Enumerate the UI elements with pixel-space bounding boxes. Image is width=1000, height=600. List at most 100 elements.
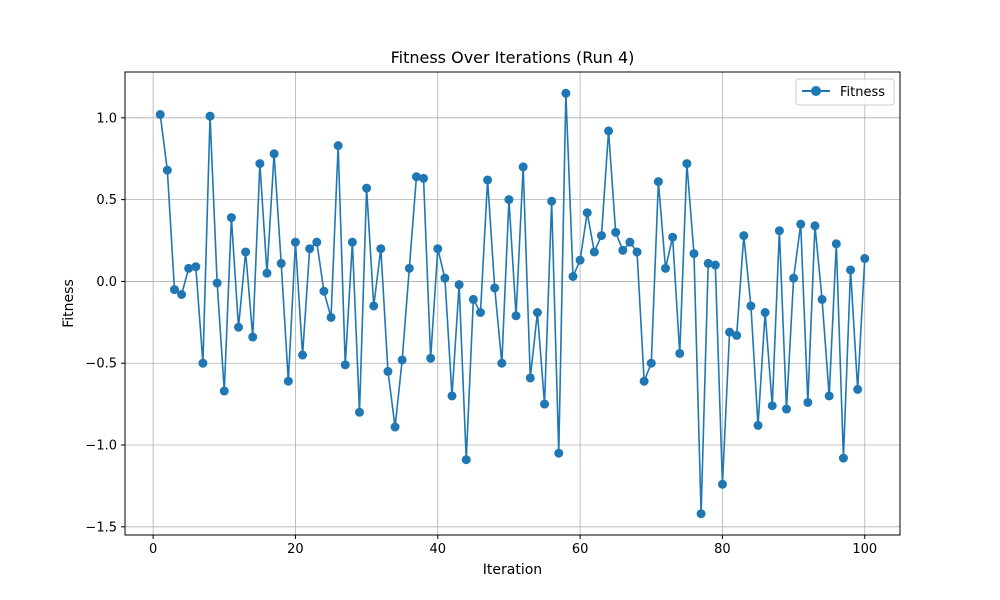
data-point <box>376 244 386 254</box>
data-point <box>824 391 834 401</box>
data-point <box>668 232 678 242</box>
data-point <box>789 273 799 283</box>
data-point <box>504 195 514 205</box>
data-point <box>739 231 749 241</box>
data-point <box>589 247 599 257</box>
data-point <box>234 322 244 332</box>
data-point <box>347 237 357 247</box>
legend-entry-fitness: Fitness <box>840 85 885 100</box>
data-point <box>525 373 535 383</box>
y-tick-label: −1.5 <box>85 520 117 535</box>
data-point <box>582 208 592 218</box>
data-point <box>703 258 713 268</box>
data-point <box>611 227 621 237</box>
data-point <box>518 162 528 172</box>
data-point <box>675 348 685 358</box>
data-point <box>198 358 208 368</box>
data-point <box>746 301 756 311</box>
data-point <box>490 283 500 293</box>
data-point <box>333 141 343 151</box>
data-point <box>162 165 172 175</box>
data-point <box>646 358 656 368</box>
data-point <box>717 479 727 489</box>
y-tick-label: 0.0 <box>96 275 117 290</box>
x-tick-label: 80 <box>714 542 731 557</box>
data-point <box>767 401 777 411</box>
data-point <box>177 290 187 300</box>
data-point <box>810 221 820 231</box>
data-point <box>725 327 735 337</box>
data-point <box>155 110 165 120</box>
data-point <box>305 244 315 254</box>
data-point <box>561 88 571 98</box>
data-point <box>248 332 258 342</box>
data-point <box>760 307 770 317</box>
x-tick-label: 60 <box>572 542 589 557</box>
data-point <box>817 294 827 304</box>
data-point <box>860 254 870 264</box>
data-point <box>362 183 372 193</box>
y-axis-label: Fitness <box>61 279 77 328</box>
series-points-layer <box>155 88 870 519</box>
data-point <box>831 239 841 249</box>
data-point <box>846 265 856 275</box>
data-point <box>219 386 229 396</box>
data-point <box>397 355 407 365</box>
data-point <box>354 407 364 417</box>
data-point <box>319 286 329 296</box>
data-point <box>290 237 300 247</box>
data-point <box>796 219 806 229</box>
data-point <box>575 255 585 265</box>
x-axis-ticks: 0 20 40 60 80 100 <box>149 535 877 557</box>
data-point <box>262 268 272 278</box>
data-point <box>383 366 393 376</box>
data-point <box>853 384 863 394</box>
data-point <box>618 245 628 255</box>
data-point <box>312 237 322 247</box>
data-point <box>639 376 649 386</box>
data-point <box>497 358 507 368</box>
plot-frame <box>124 71 901 536</box>
data-point <box>283 376 293 386</box>
legend: Fitness <box>795 78 895 106</box>
data-point <box>532 307 542 317</box>
chart-title: Fitness Over Iterations (Run 4) <box>391 48 635 67</box>
x-tick-label: 20 <box>287 542 304 557</box>
data-point <box>433 244 443 254</box>
data-point <box>461 455 471 465</box>
data-point <box>689 249 699 259</box>
data-point <box>419 173 429 183</box>
data-point <box>411 172 421 182</box>
data-point <box>426 353 436 363</box>
data-point <box>447 391 457 401</box>
data-point <box>596 231 606 241</box>
data-point <box>404 263 414 273</box>
data-point <box>774 226 784 236</box>
x-tick-label: 0 <box>149 542 157 557</box>
data-point <box>475 307 485 317</box>
legend-box <box>795 78 895 106</box>
data-point <box>604 126 614 136</box>
data-point <box>369 301 379 311</box>
data-point <box>732 330 742 340</box>
data-point <box>696 509 706 519</box>
data-point <box>255 159 265 169</box>
data-point <box>298 350 308 360</box>
data-point <box>540 399 550 409</box>
data-point <box>184 263 194 273</box>
series-line-layer <box>159 92 866 515</box>
data-point <box>390 422 400 432</box>
y-axis-ticks: −1.5 −1.0 −0.5 0.0 0.5 1.0 <box>85 111 125 535</box>
data-point <box>454 280 464 290</box>
data-point <box>226 213 236 223</box>
data-point <box>169 285 179 295</box>
grid <box>125 72 900 535</box>
y-tick-label: −1.0 <box>85 439 117 454</box>
data-point <box>483 175 493 185</box>
y-tick-label: −0.5 <box>85 357 117 372</box>
data-point <box>554 448 564 458</box>
series-line-fitness <box>159 92 866 515</box>
data-point <box>661 263 671 273</box>
x-tick-label: 100 <box>852 542 877 557</box>
